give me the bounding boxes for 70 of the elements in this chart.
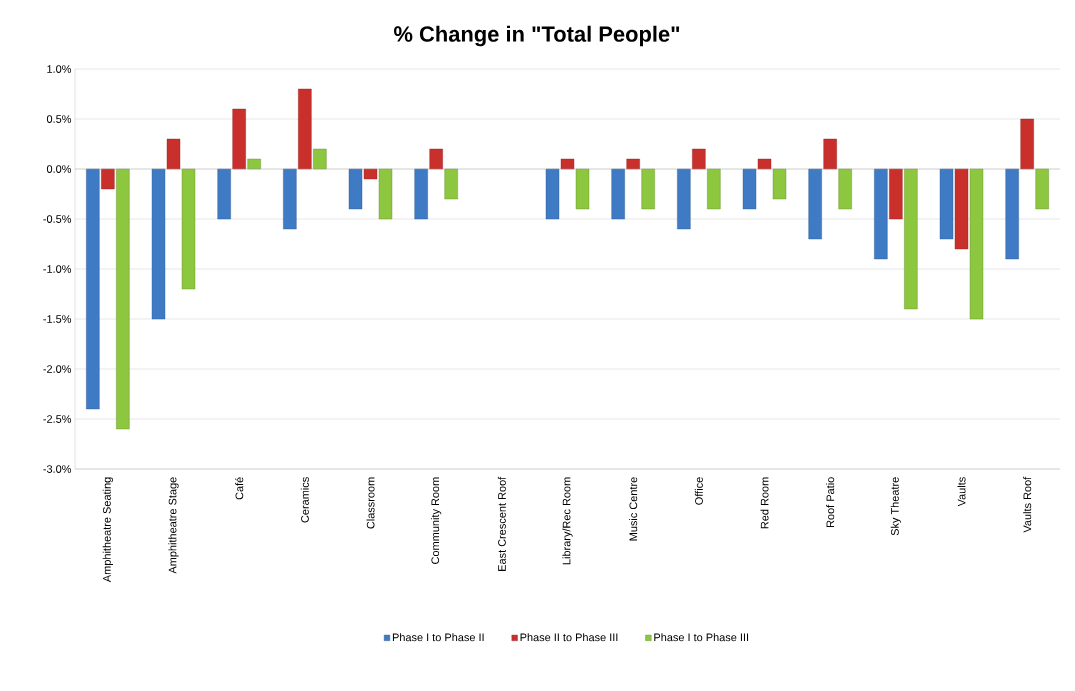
bar [298, 88, 312, 170]
x-tick-label: Amphitheatre Stage [168, 477, 179, 574]
bar [313, 148, 327, 170]
bar [217, 168, 231, 220]
x-tick-label: Ceramics [300, 477, 309, 523]
x-tick-label: Classroom [366, 477, 375, 529]
bar [677, 168, 691, 230]
bar [414, 168, 428, 220]
bar [429, 148, 443, 170]
bar [560, 158, 575, 170]
bar [939, 168, 954, 240]
bar [378, 168, 393, 220]
bar [545, 168, 560, 220]
bar [86, 168, 100, 410]
bar [166, 138, 181, 170]
bar [611, 168, 625, 220]
bar [1005, 168, 1019, 260]
bar [247, 158, 261, 170]
x-tick-label: Vaults [957, 477, 966, 507]
bar [626, 158, 640, 170]
x-tick-label: Sky Theatre [890, 477, 901, 536]
bar [904, 168, 918, 310]
y-tick-label: 0.0% [46, 165, 72, 173]
x-tick-label: Vaults Roof [1023, 476, 1032, 533]
legend-label: Phase I to Phase III [654, 633, 749, 642]
bar [692, 148, 706, 170]
bar [1035, 168, 1049, 210]
bar [874, 168, 888, 260]
bar [889, 168, 903, 220]
x-tick-label: Café [235, 477, 244, 500]
x-tick-label: Music Centre [629, 477, 638, 541]
y-tick-label: -3.0% [43, 465, 72, 473]
x-tick-label: Office [694, 477, 703, 505]
bar [707, 168, 721, 210]
bar [954, 168, 969, 250]
bar [363, 168, 378, 180]
bar [283, 168, 297, 230]
y-tick-label: -0.5% [43, 215, 72, 223]
y-tick-label: -1.0% [43, 265, 72, 273]
bar [772, 168, 787, 200]
bar [444, 168, 458, 200]
legend-label: Phase I to Phase II [392, 633, 484, 642]
bar [181, 168, 196, 290]
bar [742, 168, 757, 210]
bar [823, 138, 837, 170]
bar [116, 168, 130, 430]
legend-label: Phase II to Phase III [520, 633, 618, 642]
y-tick-label: 0.5% [46, 115, 72, 123]
x-tick-label: Library/Rec Room [562, 477, 573, 565]
bar [808, 168, 822, 240]
x-tick-label: Amphitheatre Seating [102, 477, 113, 583]
x-tick-label: Roof Patio [826, 477, 835, 528]
bar [575, 168, 590, 210]
y-tick-label: 1.0% [47, 65, 72, 73]
bar [969, 168, 984, 320]
bar [1020, 118, 1034, 170]
bar [838, 168, 852, 210]
bar [641, 168, 655, 210]
bar [232, 108, 246, 170]
y-tick-label: -2.5% [43, 415, 72, 423]
bar [757, 158, 772, 170]
bar [101, 168, 115, 190]
bar [348, 168, 363, 210]
y-tick-label: -2.0% [43, 365, 72, 373]
x-tick-label: Community Room [431, 477, 442, 564]
y-tick-label: -1.5% [43, 315, 72, 323]
chart-title: % Change in "Total People" [394, 25, 680, 47]
x-tick-label: East Crescent Roof [497, 476, 506, 571]
bar [151, 168, 166, 320]
x-tick-label: Red Room [760, 477, 769, 529]
